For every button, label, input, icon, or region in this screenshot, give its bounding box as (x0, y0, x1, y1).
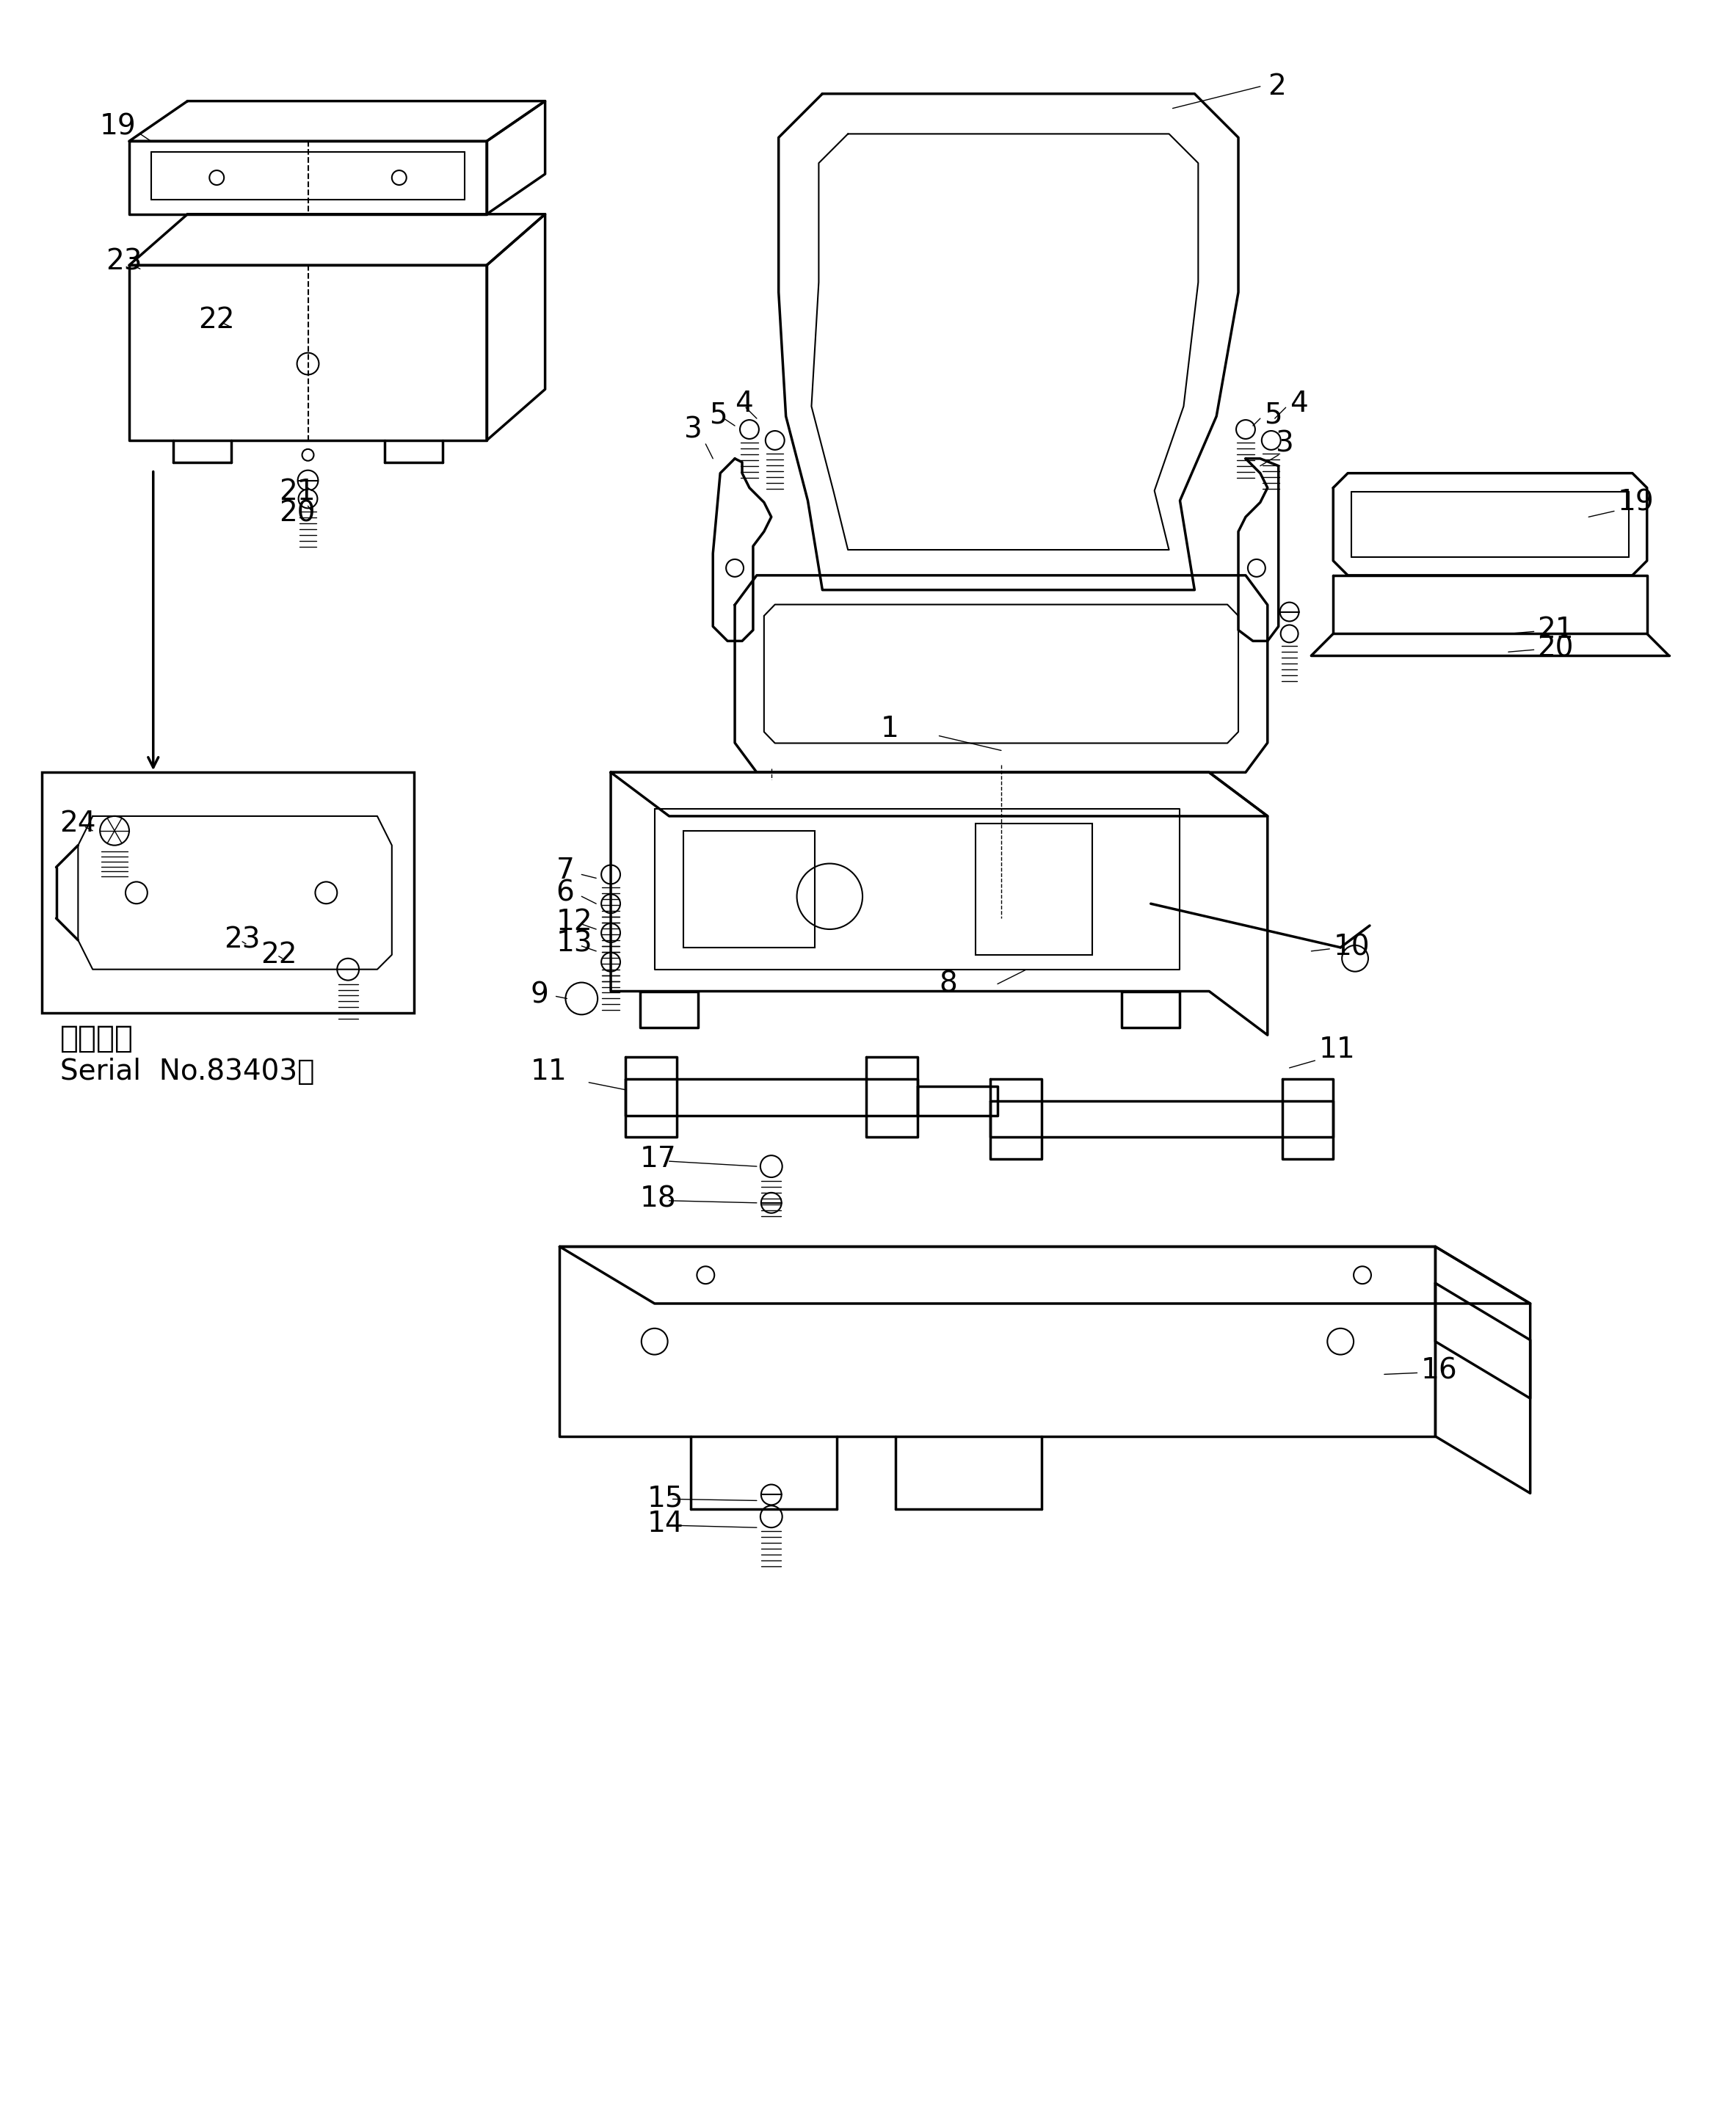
Bar (976, 824, 1092, 955)
Polygon shape (1333, 472, 1647, 575)
Text: 20: 20 (279, 500, 314, 527)
Text: 7: 7 (556, 858, 575, 885)
Circle shape (101, 816, 128, 845)
Polygon shape (559, 1246, 1529, 1303)
Bar (684, 831, 816, 946)
Text: 24: 24 (59, 809, 95, 837)
Polygon shape (1333, 575, 1647, 635)
Text: 15: 15 (648, 1484, 684, 1511)
Polygon shape (128, 266, 486, 441)
Text: 12: 12 (556, 909, 592, 936)
Text: 6: 6 (556, 879, 575, 906)
Polygon shape (990, 1079, 1042, 1159)
Polygon shape (734, 575, 1267, 772)
Text: 14: 14 (648, 1509, 684, 1539)
Text: 21: 21 (279, 479, 316, 506)
Circle shape (1262, 430, 1281, 449)
Circle shape (601, 923, 620, 942)
Text: 17: 17 (641, 1145, 677, 1172)
Polygon shape (625, 1079, 917, 1115)
Circle shape (1236, 419, 1255, 438)
Polygon shape (990, 1100, 1333, 1136)
Polygon shape (866, 1056, 917, 1136)
Text: 9: 9 (531, 980, 549, 1010)
Text: 5: 5 (1264, 401, 1281, 428)
Polygon shape (611, 772, 1267, 816)
Polygon shape (917, 1086, 998, 1115)
Text: 1: 1 (880, 715, 899, 742)
Text: 19: 19 (1618, 489, 1654, 516)
Text: 適用号機: 適用号機 (59, 1022, 134, 1054)
Polygon shape (128, 141, 486, 215)
Polygon shape (611, 772, 1267, 1035)
Polygon shape (128, 101, 545, 141)
Circle shape (760, 1155, 783, 1176)
Text: 11: 11 (531, 1058, 568, 1086)
Text: 11: 11 (1319, 1035, 1356, 1065)
Polygon shape (1283, 1079, 1333, 1159)
Text: 5: 5 (710, 401, 727, 428)
Circle shape (766, 430, 785, 449)
Text: 18: 18 (641, 1185, 677, 1212)
Polygon shape (779, 93, 1238, 590)
Circle shape (601, 864, 620, 883)
Text: 22: 22 (198, 306, 234, 333)
Polygon shape (625, 1056, 677, 1136)
Polygon shape (1436, 1246, 1529, 1492)
Text: 10: 10 (1333, 934, 1370, 961)
Text: 13: 13 (556, 930, 592, 957)
Text: 3: 3 (1274, 430, 1293, 457)
Text: 4: 4 (1290, 390, 1307, 417)
Bar (42, 772, 413, 1014)
Text: 2: 2 (1267, 72, 1286, 101)
Text: 20: 20 (1538, 635, 1575, 662)
Circle shape (1281, 624, 1299, 643)
Polygon shape (559, 1246, 1436, 1436)
Polygon shape (486, 101, 545, 215)
Text: 21: 21 (1538, 616, 1575, 645)
Text: 3: 3 (684, 415, 701, 443)
Polygon shape (128, 215, 545, 266)
Circle shape (601, 894, 620, 913)
Text: 23: 23 (224, 925, 260, 955)
Text: 19: 19 (101, 112, 137, 141)
Text: 16: 16 (1420, 1358, 1457, 1385)
Circle shape (601, 953, 620, 972)
Text: 8: 8 (939, 970, 957, 997)
Circle shape (299, 489, 318, 508)
Polygon shape (486, 215, 545, 441)
Circle shape (337, 959, 359, 980)
Circle shape (760, 1505, 783, 1528)
Text: 4: 4 (734, 390, 753, 417)
Text: Serial  No.83403～: Serial No.83403～ (59, 1058, 314, 1086)
Text: 22: 22 (260, 940, 297, 970)
Text: 23: 23 (106, 247, 142, 276)
Circle shape (740, 419, 759, 438)
